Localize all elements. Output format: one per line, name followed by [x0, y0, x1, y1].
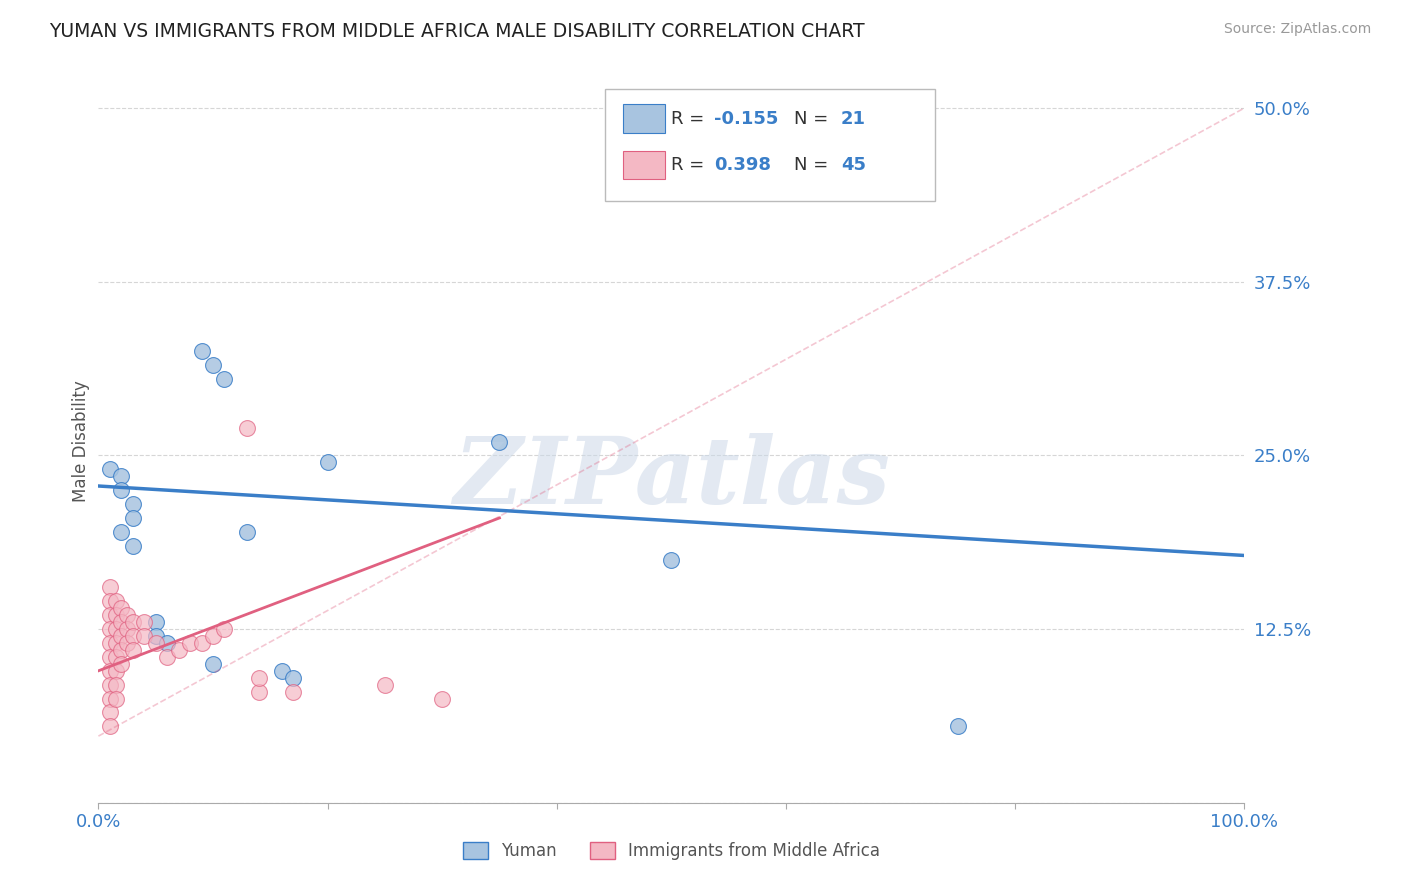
Point — [247, 684, 270, 698]
Point — [283, 684, 305, 698]
Point — [104, 664, 127, 678]
Point — [121, 511, 143, 525]
Point — [110, 657, 132, 671]
Point — [145, 636, 167, 650]
Point — [98, 664, 121, 678]
Text: N =: N = — [794, 110, 834, 128]
Point — [110, 629, 132, 643]
Point — [134, 629, 156, 643]
Point — [110, 483, 132, 498]
Text: 0.398: 0.398 — [714, 156, 772, 174]
Point — [202, 629, 225, 643]
Point — [145, 629, 167, 643]
Point — [145, 615, 167, 630]
Point — [374, 678, 396, 692]
Point — [104, 691, 127, 706]
Point — [283, 671, 305, 685]
Point — [104, 678, 127, 692]
Point — [104, 622, 127, 636]
Point — [98, 649, 121, 664]
Point — [661, 552, 683, 566]
Point — [121, 629, 143, 643]
Y-axis label: Male Disability: Male Disability — [72, 381, 90, 502]
Point — [156, 636, 179, 650]
Point — [104, 636, 127, 650]
Point — [190, 636, 212, 650]
Point — [121, 643, 143, 657]
Point — [110, 524, 132, 539]
Point — [98, 636, 121, 650]
Point — [134, 615, 156, 630]
Point — [115, 636, 138, 650]
Point — [104, 608, 127, 623]
Point — [110, 601, 132, 615]
Legend: Yuman, Immigrants from Middle Africa: Yuman, Immigrants from Middle Africa — [456, 835, 887, 867]
Point — [214, 372, 236, 386]
Point — [98, 594, 121, 608]
Point — [236, 524, 259, 539]
Point — [110, 643, 132, 657]
Point — [488, 434, 510, 449]
Point — [316, 455, 339, 469]
Point — [190, 344, 212, 359]
Point — [121, 497, 143, 511]
Point — [167, 643, 190, 657]
Text: R =: R = — [671, 156, 710, 174]
Point — [98, 719, 121, 733]
Point — [104, 594, 127, 608]
Point — [104, 649, 127, 664]
Point — [430, 691, 453, 706]
Text: -0.155: -0.155 — [714, 110, 779, 128]
Point — [121, 539, 143, 553]
Point — [247, 671, 270, 685]
Point — [202, 657, 225, 671]
Point — [98, 462, 121, 476]
Point — [121, 615, 143, 630]
Point — [110, 469, 132, 483]
Text: YUMAN VS IMMIGRANTS FROM MIDDLE AFRICA MALE DISABILITY CORRELATION CHART: YUMAN VS IMMIGRANTS FROM MIDDLE AFRICA M… — [49, 22, 865, 41]
Point — [179, 636, 201, 650]
Point — [98, 678, 121, 692]
Text: ZIPatlas: ZIPatlas — [453, 433, 890, 523]
Point — [110, 615, 132, 630]
Text: 21: 21 — [841, 110, 866, 128]
Text: Source: ZipAtlas.com: Source: ZipAtlas.com — [1223, 22, 1371, 37]
Text: N =: N = — [794, 156, 834, 174]
Point — [202, 358, 225, 372]
Point — [115, 622, 138, 636]
Point — [236, 420, 259, 434]
Point — [98, 706, 121, 720]
Point — [156, 649, 179, 664]
Text: R =: R = — [671, 110, 710, 128]
Point — [115, 608, 138, 623]
Point — [270, 664, 292, 678]
Point — [214, 622, 236, 636]
Point — [98, 581, 121, 595]
Text: 45: 45 — [841, 156, 866, 174]
Point — [946, 719, 969, 733]
Point — [98, 608, 121, 623]
Point — [98, 691, 121, 706]
Point — [98, 622, 121, 636]
